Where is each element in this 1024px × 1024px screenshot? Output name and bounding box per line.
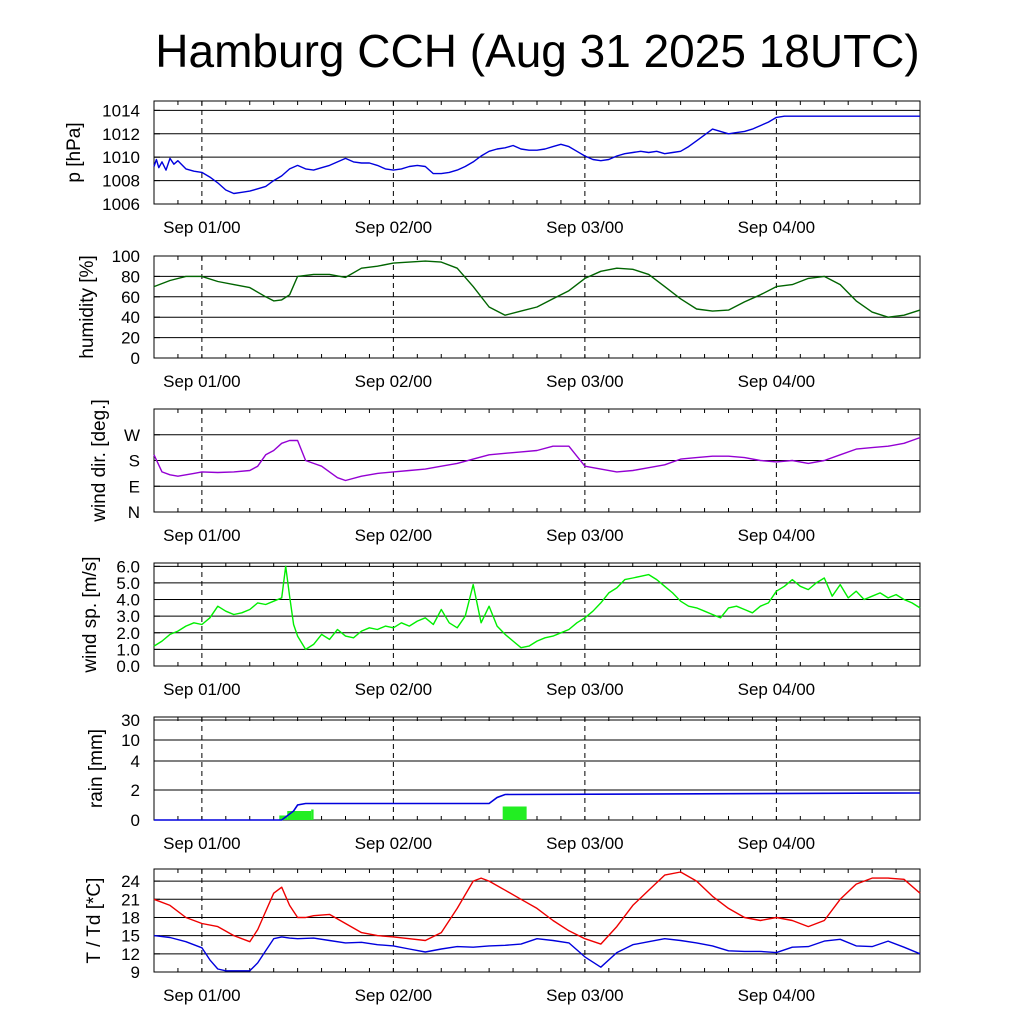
temperature-ylabel: T / Td [*C] — [84, 878, 105, 964]
humidity-ylabel: humidity [%] — [77, 255, 98, 358]
wind_speed-ytick-label: 6.0 — [116, 557, 140, 576]
wind_dir-ytick-label: E — [129, 477, 140, 496]
humidity-date-label: Sep 01/00 — [163, 372, 241, 391]
wind_dir-frame — [153, 408, 921, 513]
wind_dir-date-label: Sep 02/00 — [355, 526, 433, 545]
wind_dir-date-label: Sep 01/00 — [163, 526, 241, 545]
rain-ylabel: rain [mm] — [86, 729, 107, 808]
humidity-date-label: Sep 04/00 — [738, 372, 816, 391]
temperature-date-label: Sep 02/00 — [355, 986, 433, 1005]
temperature-frame — [153, 868, 921, 973]
humidity-date-label: Sep 03/00 — [546, 372, 624, 391]
wind_speed-ytick-label: 4.0 — [116, 591, 140, 610]
humidity-ytick-label: 40 — [121, 308, 140, 327]
rain-ytick-label: 10 — [121, 731, 140, 750]
pressure-date-label: Sep 04/00 — [738, 218, 816, 237]
rain-date-label: Sep 02/00 — [355, 834, 433, 853]
temperature-ytick-label: 21 — [121, 890, 140, 909]
rain-ytick-label: 2 — [131, 781, 140, 800]
wind_speed-date-label: Sep 01/00 — [163, 680, 241, 699]
pressure-ytick-label: 1008 — [102, 172, 140, 191]
wind_dir-date-label: Sep 03/00 — [546, 526, 624, 545]
wind_speed-date-label: Sep 04/00 — [738, 680, 816, 699]
humidity-frame — [153, 255, 921, 359]
rain-ytick-label: 0 — [131, 811, 140, 830]
humidity-date-label: Sep 02/00 — [355, 372, 433, 391]
pressure-ytick-label: 1012 — [102, 125, 140, 144]
pressure-ytick-label: 1014 — [102, 101, 140, 120]
temperature-date-label: Sep 01/00 — [163, 986, 241, 1005]
rain-accumulation-line — [154, 792, 921, 821]
humidity-ytick-label: 100 — [112, 247, 140, 266]
wind_speed-ytick-label: 1.0 — [116, 640, 140, 659]
pressure-line — [153, 115, 920, 195]
humidity-ytick-label: 80 — [121, 267, 140, 286]
rain-bar — [311, 809, 314, 820]
wind_dir-ylabel: wind dir. [deg.] — [89, 399, 110, 523]
humidity-line — [153, 260, 921, 318]
wind_dir-ytick-label: S — [129, 452, 140, 471]
temperature-ytick-label: 24 — [121, 872, 140, 891]
rain-ytick-label: 30 — [121, 711, 140, 730]
rain-bar — [279, 815, 288, 820]
rain-ytick-label: 4 — [131, 752, 140, 771]
wind_speed-ytick-label: 3.0 — [116, 607, 140, 626]
wind_dir-ytick-label: W — [124, 426, 140, 445]
rain-bar — [502, 806, 527, 820]
humidity-ytick-label: 60 — [121, 288, 140, 307]
pressure-ytick-label: 1010 — [102, 148, 140, 167]
rain-bar — [287, 811, 312, 820]
pressure-frame — [153, 100, 921, 205]
chart-title: Hamburg CCH (Aug 31 2025 18UTC) — [155, 25, 920, 77]
temperature-ytick-label: 15 — [121, 927, 140, 946]
pressure-date-label: Sep 01/00 — [163, 218, 241, 237]
wind_speed-frame — [153, 562, 921, 667]
wind_speed-date-label: Sep 03/00 — [546, 680, 624, 699]
wind_dir-ytick-label: N — [128, 503, 140, 522]
wind_speed-date-label: Sep 02/00 — [355, 680, 433, 699]
temperature-ytick-label: 9 — [131, 963, 140, 982]
wind_dir-line — [153, 436, 921, 482]
temperature-ytick-label: 12 — [121, 945, 140, 964]
temperature-line — [153, 871, 921, 945]
pressure-date-label: Sep 03/00 — [546, 218, 624, 237]
rain-date-label: Sep 04/00 — [738, 834, 816, 853]
temperature-date-label: Sep 04/00 — [738, 986, 816, 1005]
humidity-ytick-label: 0 — [131, 349, 140, 368]
wind_speed-ytick-label: 5.0 — [116, 574, 140, 593]
wind_dir-date-label: Sep 04/00 — [738, 526, 816, 545]
wind_speed-ytick-label: 2.0 — [116, 624, 140, 643]
rain-date-label: Sep 03/00 — [546, 834, 624, 853]
pressure-ylabel: p [hPa] — [64, 122, 85, 182]
pressure-ytick-label: 1006 — [102, 195, 140, 214]
temperature-date-label: Sep 03/00 — [546, 986, 624, 1005]
dewpoint-line — [153, 934, 921, 972]
wind_speed-line — [153, 565, 921, 651]
temperature-ytick-label: 18 — [121, 908, 140, 927]
wind_speed-ytick-label: 0.0 — [116, 657, 140, 676]
rain-date-label: Sep 01/00 — [163, 834, 241, 853]
rain-frame — [153, 716, 921, 821]
wind_speed-ylabel: wind sp. [m/s] — [80, 556, 101, 673]
humidity-ytick-label: 20 — [121, 329, 140, 348]
pressure-date-label: Sep 02/00 — [355, 218, 433, 237]
